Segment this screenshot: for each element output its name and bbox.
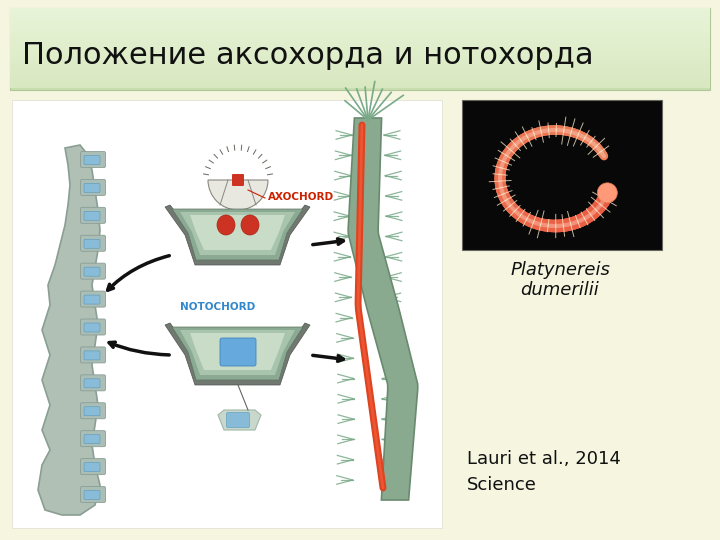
Polygon shape	[190, 215, 285, 250]
Bar	[10, 44, 710, 46]
Bar	[10, 10, 710, 12]
Bar	[10, 16, 710, 18]
Bar	[10, 22, 710, 24]
FancyBboxPatch shape	[81, 291, 106, 307]
FancyBboxPatch shape	[81, 375, 106, 391]
Bar	[10, 62, 710, 64]
Bar	[10, 80, 710, 82]
Bar	[10, 38, 710, 40]
Bar	[10, 64, 710, 66]
Polygon shape	[172, 327, 303, 380]
FancyBboxPatch shape	[84, 407, 100, 416]
FancyBboxPatch shape	[84, 156, 100, 165]
FancyBboxPatch shape	[84, 435, 100, 444]
Bar	[10, 42, 710, 44]
FancyBboxPatch shape	[84, 267, 100, 276]
FancyBboxPatch shape	[84, 184, 100, 192]
Bar	[462, 100, 662, 250]
FancyBboxPatch shape	[84, 295, 100, 304]
FancyBboxPatch shape	[81, 458, 106, 475]
FancyBboxPatch shape	[81, 207, 106, 224]
Text: Положение аксохорда и нотохорда: Положение аксохорда и нотохорда	[22, 42, 593, 71]
Bar	[10, 58, 710, 60]
Text: Lauri et al., 2014
Science: Lauri et al., 2014 Science	[467, 450, 621, 495]
Bar	[12, 100, 442, 528]
Bar	[10, 54, 710, 56]
Wedge shape	[208, 180, 268, 210]
Polygon shape	[38, 145, 100, 515]
Bar	[10, 46, 710, 48]
Bar	[10, 26, 710, 28]
FancyBboxPatch shape	[81, 263, 106, 279]
Polygon shape	[190, 333, 285, 370]
Text: AXOCHORD: AXOCHORD	[268, 192, 334, 202]
Polygon shape	[180, 212, 295, 255]
FancyBboxPatch shape	[232, 174, 244, 186]
Bar	[10, 18, 710, 20]
FancyBboxPatch shape	[84, 463, 100, 471]
FancyBboxPatch shape	[81, 319, 106, 335]
Text: NOTOCHORD: NOTOCHORD	[181, 302, 256, 312]
Bar	[10, 86, 710, 88]
Polygon shape	[348, 118, 418, 500]
Bar	[10, 24, 710, 26]
FancyBboxPatch shape	[84, 379, 100, 388]
Bar	[10, 48, 710, 50]
Bar	[10, 30, 710, 32]
Polygon shape	[180, 330, 295, 375]
FancyBboxPatch shape	[81, 235, 106, 251]
FancyBboxPatch shape	[81, 347, 106, 363]
Bar	[10, 78, 710, 80]
Bar	[10, 34, 710, 36]
Bar	[10, 12, 710, 14]
FancyBboxPatch shape	[227, 413, 250, 428]
Bar	[10, 84, 710, 86]
Bar	[10, 72, 710, 74]
Bar	[10, 20, 710, 22]
Bar	[10, 52, 710, 54]
Circle shape	[598, 183, 617, 203]
Text: dumerilii: dumerilii	[521, 281, 599, 299]
Bar	[10, 66, 710, 68]
Polygon shape	[172, 209, 303, 260]
FancyBboxPatch shape	[81, 403, 106, 418]
Text: Platynereis: Platynereis	[510, 261, 610, 279]
Bar	[10, 50, 710, 52]
FancyBboxPatch shape	[81, 179, 106, 195]
Ellipse shape	[217, 215, 235, 235]
Polygon shape	[218, 410, 261, 430]
Bar	[10, 76, 710, 78]
FancyBboxPatch shape	[84, 211, 100, 220]
Bar	[10, 8, 710, 90]
Bar	[10, 60, 710, 62]
Bar	[10, 36, 710, 38]
Bar	[10, 82, 710, 84]
Bar	[10, 56, 710, 58]
FancyBboxPatch shape	[84, 351, 100, 360]
Polygon shape	[165, 205, 310, 265]
Bar	[10, 70, 710, 72]
FancyBboxPatch shape	[84, 490, 100, 500]
Polygon shape	[165, 323, 310, 385]
Bar	[10, 68, 710, 70]
Bar	[10, 28, 710, 30]
Bar	[10, 32, 710, 34]
Bar	[10, 74, 710, 76]
FancyBboxPatch shape	[84, 323, 100, 332]
Bar	[10, 14, 710, 16]
FancyBboxPatch shape	[220, 338, 256, 366]
FancyBboxPatch shape	[81, 431, 106, 447]
Bar	[10, 8, 710, 10]
FancyBboxPatch shape	[81, 152, 106, 167]
Bar	[10, 40, 710, 42]
Ellipse shape	[241, 215, 259, 235]
FancyBboxPatch shape	[84, 239, 100, 248]
FancyBboxPatch shape	[81, 487, 106, 503]
